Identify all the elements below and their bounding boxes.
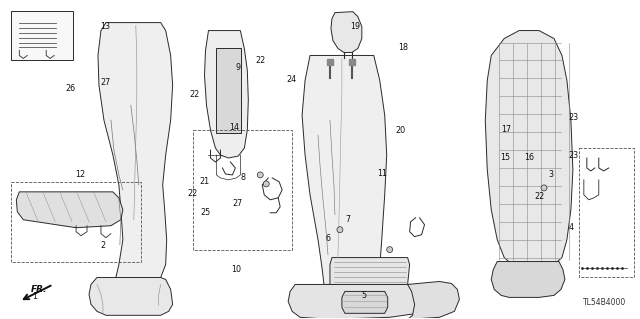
- Text: 20: 20: [395, 126, 405, 135]
- Text: 22: 22: [188, 189, 198, 198]
- Text: 7: 7: [346, 215, 351, 224]
- Text: 14: 14: [230, 123, 239, 132]
- Polygon shape: [408, 281, 460, 319]
- Circle shape: [257, 172, 263, 178]
- Text: 10: 10: [231, 265, 241, 274]
- Polygon shape: [89, 278, 173, 315]
- Polygon shape: [342, 292, 388, 313]
- Text: 3: 3: [548, 170, 553, 179]
- Bar: [193, 130, 292, 249]
- Circle shape: [387, 247, 393, 253]
- Text: 2: 2: [100, 241, 106, 250]
- Polygon shape: [288, 285, 424, 319]
- Polygon shape: [302, 56, 387, 285]
- Text: 9: 9: [236, 63, 241, 72]
- Text: 21: 21: [199, 177, 209, 186]
- Text: 18: 18: [398, 43, 408, 52]
- Text: 26: 26: [65, 85, 76, 93]
- Text: 5: 5: [362, 291, 367, 300]
- Text: 27: 27: [233, 199, 243, 208]
- Text: 1: 1: [32, 292, 37, 300]
- Bar: [579, 148, 634, 278]
- Text: 22: 22: [534, 192, 545, 202]
- Polygon shape: [492, 262, 565, 297]
- Polygon shape: [331, 12, 362, 52]
- Text: 6: 6: [325, 234, 330, 243]
- Text: 23: 23: [568, 151, 579, 160]
- Text: 11: 11: [378, 169, 387, 178]
- Text: 4: 4: [568, 223, 573, 232]
- Text: 27: 27: [100, 78, 111, 87]
- Circle shape: [541, 185, 547, 191]
- Bar: [216, 48, 241, 133]
- Polygon shape: [17, 192, 123, 228]
- Text: FR.: FR.: [31, 285, 48, 294]
- Text: 8: 8: [241, 174, 245, 182]
- Text: 22: 22: [255, 56, 265, 65]
- Text: 12: 12: [75, 170, 84, 179]
- Polygon shape: [98, 23, 173, 278]
- Bar: [12, 11, 73, 60]
- Text: 15: 15: [500, 153, 510, 162]
- Polygon shape: [330, 257, 410, 285]
- Text: 19: 19: [351, 22, 361, 31]
- Text: TL54B4000: TL54B4000: [584, 298, 627, 307]
- Text: 23: 23: [568, 113, 579, 122]
- Text: 17: 17: [502, 125, 512, 134]
- Polygon shape: [205, 31, 248, 158]
- Circle shape: [263, 181, 269, 187]
- Text: 22: 22: [189, 90, 200, 99]
- Text: 25: 25: [200, 208, 211, 217]
- Text: 16: 16: [524, 153, 534, 162]
- Polygon shape: [485, 31, 573, 268]
- Bar: [12, 182, 141, 262]
- Circle shape: [337, 227, 343, 233]
- Text: 24: 24: [287, 75, 297, 84]
- Text: 13: 13: [100, 22, 110, 31]
